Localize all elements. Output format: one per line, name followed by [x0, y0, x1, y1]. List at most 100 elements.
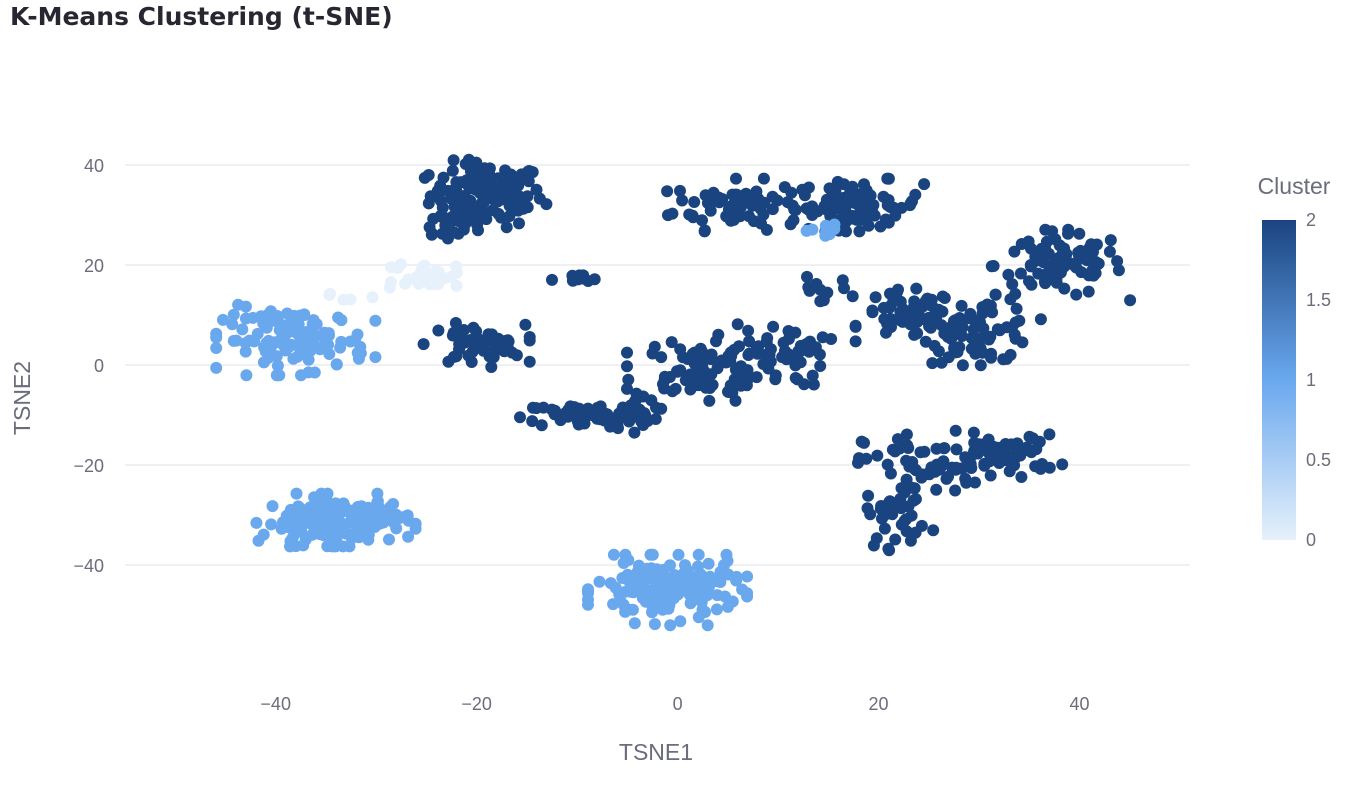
data-point [369, 314, 382, 327]
data-point [949, 314, 962, 327]
data-point [735, 379, 747, 392]
data-point [519, 318, 532, 331]
data-point [881, 317, 894, 330]
data-point [964, 457, 977, 470]
data-point [828, 223, 841, 235]
data-point [919, 335, 932, 348]
data-point [923, 468, 936, 481]
data-point [362, 501, 375, 514]
data-point [985, 260, 998, 273]
data-point [1050, 272, 1063, 285]
colorbar-gradient [1262, 220, 1296, 540]
data-point [949, 424, 962, 437]
y-axis-title: TSNE2 [9, 361, 35, 435]
data-point [806, 369, 819, 382]
data-point [813, 348, 826, 361]
data-point [825, 333, 838, 345]
data-point [236, 323, 249, 336]
data-point [800, 224, 813, 237]
data-point [383, 533, 395, 546]
data-point [308, 331, 321, 344]
data-point [692, 560, 704, 573]
data-point [492, 191, 505, 204]
x-tick-label: 0 [673, 694, 683, 714]
data-point [694, 362, 706, 375]
data-point [1086, 264, 1099, 277]
data-point [616, 572, 629, 584]
data-point [882, 216, 895, 229]
data-point [766, 190, 779, 203]
data-point [778, 345, 791, 357]
data-point [674, 343, 687, 356]
data-point [446, 329, 459, 342]
data-point [323, 348, 336, 360]
data-point [878, 522, 891, 535]
data-point [277, 339, 290, 351]
data-point [453, 338, 466, 351]
data-point [1043, 461, 1056, 474]
data-point [621, 346, 633, 359]
scatter-points [210, 153, 1137, 632]
data-point [485, 361, 498, 373]
data-point [788, 203, 801, 216]
data-point [450, 279, 463, 292]
data-point [705, 353, 718, 366]
data-point [935, 356, 948, 369]
data-point [459, 158, 472, 170]
data-point [1043, 428, 1056, 441]
data-point [239, 312, 252, 325]
data-point [492, 172, 504, 185]
data-point [907, 494, 920, 507]
data-point [1058, 282, 1071, 295]
data-point [874, 502, 887, 515]
data-point [483, 350, 496, 363]
data-point [814, 283, 827, 296]
data-point [457, 324, 470, 336]
data-point [741, 364, 754, 377]
data-point [718, 559, 730, 572]
x-axis-title: TSNE1 [619, 739, 693, 765]
colorbar-tick-label: 0 [1306, 530, 1316, 550]
data-point [895, 482, 908, 495]
data-point [357, 522, 370, 535]
data-point [607, 598, 620, 611]
data-point [894, 306, 907, 319]
colorbar-title: Cluster [1258, 173, 1331, 199]
data-point [688, 196, 701, 208]
data-point [308, 366, 321, 379]
colorbar-ticks: 0 0.5 1 1.5 2 [1306, 210, 1331, 550]
data-point [852, 456, 864, 469]
data-point [622, 373, 635, 386]
data-point [287, 352, 300, 365]
data-point [665, 336, 678, 349]
data-point [239, 345, 252, 358]
data-point [329, 497, 342, 510]
data-point [324, 287, 336, 300]
data-point [839, 203, 852, 216]
data-point [1070, 288, 1083, 301]
data-point [344, 293, 357, 306]
data-point [956, 330, 968, 342]
data-point [513, 217, 525, 230]
data-point [927, 524, 940, 537]
data-point [321, 487, 334, 500]
data-point [789, 326, 802, 339]
data-point [889, 533, 902, 546]
data-point [1020, 441, 1033, 454]
data-point [1023, 275, 1035, 288]
data-point [616, 403, 629, 416]
data-point [941, 330, 954, 343]
data-point [432, 324, 445, 337]
data-point [409, 518, 422, 530]
data-point [448, 350, 460, 363]
data-point [582, 587, 594, 600]
data-point [846, 290, 859, 303]
data-point [699, 584, 712, 597]
data-point [882, 542, 895, 555]
data-point [1032, 247, 1045, 260]
data-point [938, 442, 951, 455]
data-point [1034, 313, 1047, 326]
data-point [742, 349, 755, 361]
data-point [823, 182, 836, 195]
data-point [257, 317, 270, 330]
